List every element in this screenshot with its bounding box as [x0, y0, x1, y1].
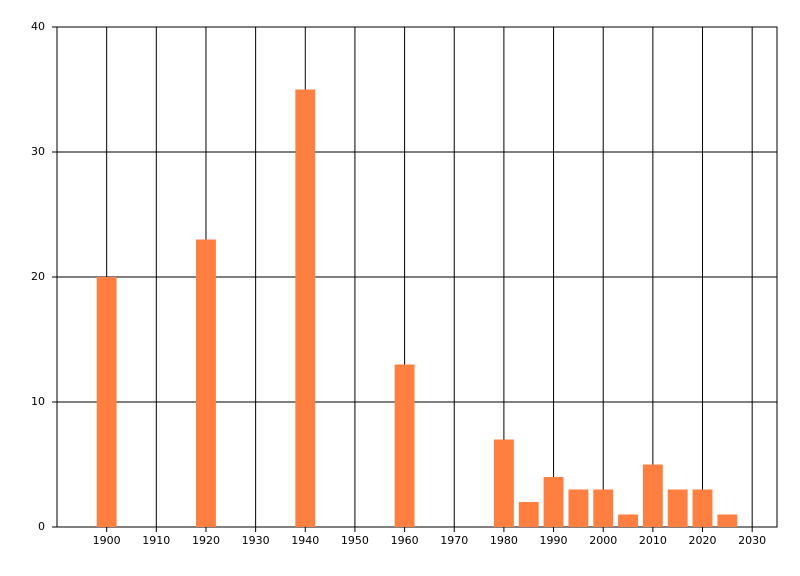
x-tick-label: 1980 [490, 534, 518, 547]
bar [593, 489, 614, 527]
bar [717, 514, 738, 527]
bar [618, 514, 638, 527]
bar [692, 489, 713, 527]
bar [493, 439, 514, 527]
x-tick-label: 1960 [391, 534, 419, 547]
x-tick-label: 2000 [589, 534, 617, 547]
x-tick-label: 1930 [242, 534, 270, 547]
bar [518, 502, 539, 527]
x-tick-label: 1920 [192, 534, 220, 547]
x-tick-label: 1970 [440, 534, 468, 547]
bar [667, 489, 688, 527]
bar [196, 239, 216, 527]
y-tick-label: 40 [31, 20, 45, 33]
x-tick-label: 2010 [639, 534, 667, 547]
bar [96, 277, 117, 527]
x-tick-label: 2030 [738, 534, 766, 547]
bar [295, 89, 316, 527]
y-tick-label: 20 [31, 270, 45, 283]
bar [642, 464, 663, 527]
x-tick-label: 1940 [291, 534, 319, 547]
x-tick-label: 1990 [540, 534, 568, 547]
x-tick-label: 1900 [93, 534, 121, 547]
bar [543, 477, 564, 527]
y-tick-label: 30 [31, 145, 45, 158]
x-tick-label: 1950 [341, 534, 369, 547]
bar [568, 489, 589, 527]
y-tick-label: 0 [38, 520, 45, 533]
y-tick-label: 10 [31, 395, 45, 408]
bar [394, 364, 415, 527]
x-tick-label: 1910 [142, 534, 170, 547]
x-tick-label: 2020 [689, 534, 717, 547]
